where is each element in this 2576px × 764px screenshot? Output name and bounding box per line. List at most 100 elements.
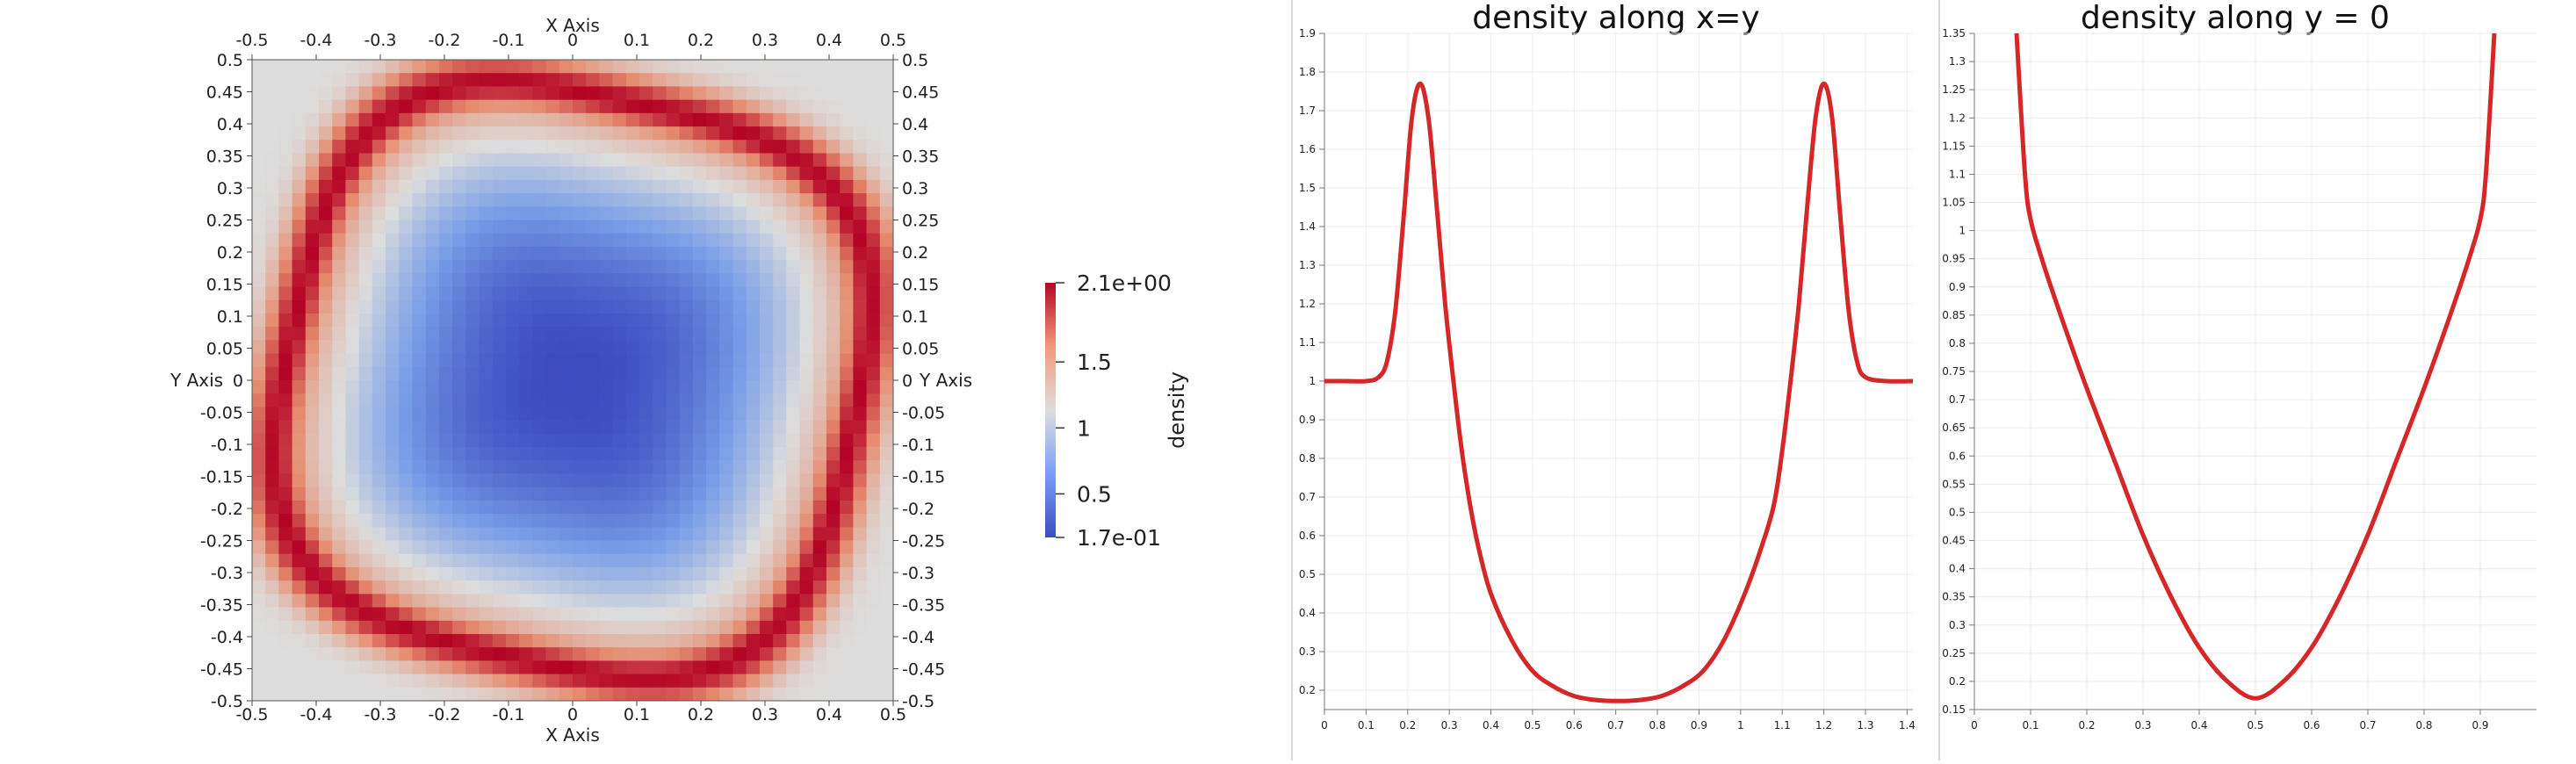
- heatmap-cell: [532, 220, 547, 234]
- heatmap-cell: [252, 286, 266, 301]
- chart-title-horizontal: density along y = 0: [2081, 0, 2390, 36]
- heatmap-cell: [438, 286, 453, 301]
- heatmap-cell: [465, 447, 480, 461]
- heatmap-cell: [586, 620, 601, 635]
- heatmap-cell: [653, 366, 667, 381]
- heatmap-cell: [826, 580, 841, 595]
- heatmap-cell: [412, 60, 427, 74]
- heatmap-cell: [386, 687, 400, 701]
- heatmap-cell: [252, 580, 266, 595]
- heatmap-cell: [692, 660, 707, 675]
- heatmap-cell: [345, 527, 360, 542]
- heatmap-cell: [372, 514, 386, 528]
- heatmap-cell: [559, 687, 574, 701]
- heatmap-cell: [412, 179, 427, 194]
- heatmap-cell: [746, 687, 761, 701]
- heatmap-cell: [826, 514, 841, 528]
- heatmap-cell: [853, 220, 868, 234]
- heatmap-cell: [505, 112, 520, 127]
- heatmap-cell: [386, 327, 400, 341]
- heatmap-cell: [879, 299, 893, 314]
- heatmap-cell: [252, 73, 266, 88]
- heatmap-cell: [386, 433, 400, 448]
- heatmap-cell: [746, 553, 761, 568]
- heatmap-cell: [706, 674, 720, 688]
- heatmap-cell: [653, 687, 667, 701]
- heatmap-cell: [812, 460, 827, 475]
- heatmap-cell: [666, 407, 681, 422]
- heatmap-cell: [479, 260, 494, 274]
- heatmap-cell: [866, 566, 881, 581]
- heatmap-cell: [332, 327, 347, 341]
- heatmap-cell: [465, 380, 480, 394]
- heatmap-cell: [412, 313, 427, 328]
- heatmap-cell: [479, 580, 494, 595]
- heatmap-cell: [505, 73, 520, 88]
- heatmap-cell: [465, 566, 480, 581]
- heatmap-cell: [332, 393, 347, 408]
- heatmap-cell: [732, 313, 747, 328]
- heatmap-cell: [799, 126, 814, 141]
- heatmap-cell: [586, 473, 601, 488]
- heatmap-cell: [653, 447, 667, 461]
- heatmap-cell: [265, 433, 280, 448]
- heatmap-cell: [812, 500, 827, 515]
- y-tick-label-left: 0.25: [206, 212, 243, 231]
- heatmap-cell: [586, 420, 601, 435]
- heatmap-cell: [840, 193, 854, 207]
- heatmap-cell: [706, 594, 720, 609]
- heatmap-cell: [399, 527, 414, 542]
- heatmap-cell: [599, 166, 614, 181]
- heatmap-cell: [292, 514, 307, 528]
- heatmap-cell: [786, 553, 801, 568]
- heatmap-cell: [545, 233, 560, 248]
- heatmap-cell: [732, 514, 747, 528]
- heatmap-cell: [412, 566, 427, 581]
- heatmap-cell: [706, 220, 720, 234]
- heatmap-cell: [732, 660, 747, 675]
- heatmap-cell: [653, 553, 667, 568]
- heatmap-cell: [265, 540, 280, 555]
- heatmap-cell: [799, 420, 814, 435]
- heatmap-cell: [412, 447, 427, 461]
- heatmap-cell: [853, 620, 868, 635]
- heatmap-cell: [345, 99, 360, 114]
- heatmap-cell: [706, 647, 720, 661]
- heatmap-cell: [799, 594, 814, 609]
- heatmap-cell: [412, 460, 427, 475]
- heatmap-cell: [492, 674, 507, 688]
- heatmap-cell: [853, 206, 868, 221]
- heatmap-cell: [786, 366, 801, 381]
- heatmap-cell: [305, 500, 320, 515]
- heatmap-cell: [358, 126, 373, 141]
- heatmap-cell: [866, 366, 881, 381]
- heatmap-cell: [879, 73, 893, 88]
- heatmap-cell: [625, 566, 640, 581]
- heatmap-cell: [505, 594, 520, 609]
- heatmap-cell: [746, 340, 761, 355]
- y-tick-label-right: 0.05: [902, 340, 939, 359]
- heatmap-cell: [372, 166, 386, 181]
- heatmap-cell: [586, 553, 601, 568]
- heatmap-cell: [399, 73, 414, 88]
- heatmap-cell: [465, 407, 480, 422]
- heatmap-cell: [732, 407, 747, 422]
- heatmap-cell: [452, 220, 466, 234]
- heatmap-cell: [399, 366, 414, 381]
- heatmap-cell: [358, 273, 373, 288]
- y-tick-label-left: -0.35: [200, 596, 243, 616]
- heatmap-cell: [706, 353, 720, 368]
- heatmap-cell: [252, 420, 266, 435]
- heatmap-cell: [773, 540, 787, 555]
- heatmap-cell: [639, 473, 653, 488]
- heatmap-cell: [278, 687, 293, 701]
- heatmap-cell: [505, 660, 520, 675]
- heatmap-cell: [653, 607, 667, 622]
- heatmap-cell: [879, 473, 893, 488]
- y-tick-label-left: -0.05: [200, 404, 243, 423]
- heatmap-cell: [386, 366, 400, 381]
- heatmap-cell: [826, 233, 841, 248]
- heatmap-cell: [505, 393, 520, 408]
- heatmap-cell: [666, 674, 681, 688]
